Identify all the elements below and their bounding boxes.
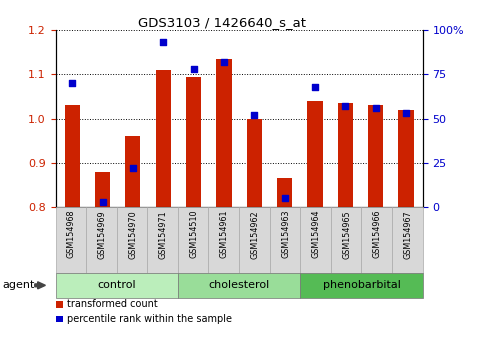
Text: percentile rank within the sample: percentile rank within the sample	[67, 314, 232, 324]
Bar	[156, 70, 171, 207]
Bar	[216, 59, 231, 207]
Text: GSM154510: GSM154510	[189, 210, 199, 258]
Point	[372, 105, 380, 111]
Bar	[186, 76, 201, 207]
Text: cholesterol: cholesterol	[209, 280, 270, 290]
Point	[311, 84, 319, 90]
Bar	[307, 101, 323, 207]
Text: GSM154969: GSM154969	[98, 210, 107, 258]
Point	[190, 66, 198, 72]
Point	[99, 199, 106, 205]
Text: GDS3103 / 1426640_s_at: GDS3103 / 1426640_s_at	[138, 16, 306, 29]
Point	[159, 40, 167, 45]
Bar	[398, 110, 413, 207]
Bar	[338, 103, 353, 207]
Bar	[65, 105, 80, 207]
Bar	[125, 136, 141, 207]
Text: GSM154961: GSM154961	[220, 210, 229, 258]
Text: GSM154971: GSM154971	[159, 210, 168, 258]
Bar	[277, 178, 292, 207]
Text: GSM154970: GSM154970	[128, 210, 137, 258]
Point	[341, 103, 349, 109]
Point	[402, 110, 410, 116]
Text: GSM154967: GSM154967	[403, 210, 412, 258]
Point	[129, 165, 137, 171]
Point	[220, 59, 228, 65]
Text: agent: agent	[2, 280, 35, 290]
Text: transformed count: transformed count	[67, 299, 158, 309]
Bar	[368, 105, 383, 207]
Point	[250, 112, 258, 118]
Text: GSM154964: GSM154964	[312, 210, 321, 258]
Point	[69, 80, 76, 86]
Text: GSM154968: GSM154968	[67, 210, 76, 258]
Bar	[247, 119, 262, 207]
Text: control: control	[98, 280, 136, 290]
Text: phenobarbital: phenobarbital	[323, 280, 400, 290]
Text: GSM154963: GSM154963	[281, 210, 290, 258]
Bar	[95, 172, 110, 207]
Point	[281, 195, 288, 201]
Text: GSM154965: GSM154965	[342, 210, 351, 258]
Text: GSM154962: GSM154962	[251, 210, 259, 258]
Text: GSM154966: GSM154966	[373, 210, 382, 258]
